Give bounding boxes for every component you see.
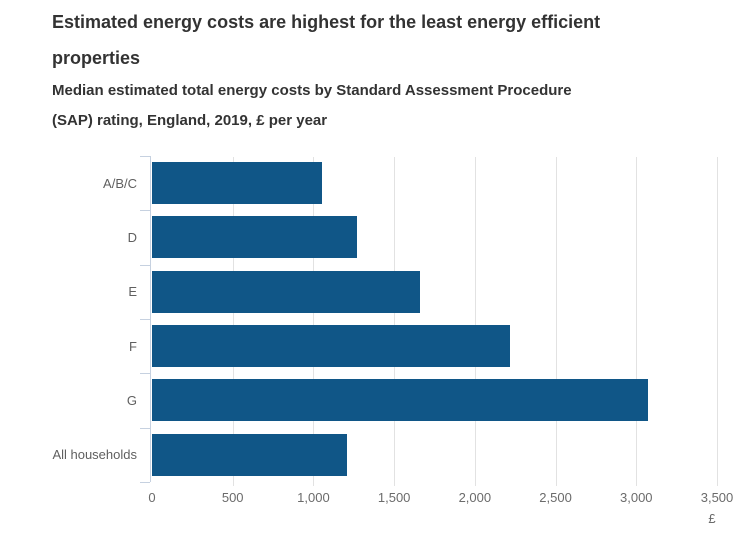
band-d: D <box>128 210 717 264</box>
gridline-3,500 <box>717 157 718 486</box>
chart-title-line-2: properties <box>52 48 141 68</box>
plot-area: £ 0 500 1,000 1,500 2,000 2,500 3,000 3,500 A/B/… <box>52 156 733 526</box>
chart-subtitle: Median estimated total energy costs by S… <box>52 76 572 136</box>
bar-all-households <box>152 433 348 476</box>
bar-d <box>152 216 357 259</box>
y-axis-tick <box>140 373 150 375</box>
category-label-d: D <box>127 229 137 245</box>
y-axis-tick <box>140 210 150 212</box>
x-tick-label-0: 0 <box>148 490 156 505</box>
band-e: E <box>128 265 717 319</box>
gridline-2,500 <box>555 157 557 486</box>
chart-title: Estimated energy costs are highest for t… <box>52 4 600 76</box>
x-tick-label-3,500: 3,500 <box>700 490 734 505</box>
category-label-f: F <box>129 338 137 354</box>
bar-g <box>152 379 648 422</box>
y-axis-tick <box>140 427 150 429</box>
x-tick-label-2,000: 2,000 <box>458 490 492 505</box>
x-tick-label-500: 500 <box>221 490 244 505</box>
band-all-households: All households <box>52 428 717 482</box>
x-axis-unit-label: £ <box>708 511 716 526</box>
gridline-2,000 <box>474 157 476 486</box>
y-axis-line <box>150 156 151 482</box>
x-tick-label-2,500: 2,500 <box>539 490 572 505</box>
category-label-all-households: All households <box>52 447 137 463</box>
chart-subtitle-line-1: Median estimated total energy costs by S… <box>52 82 572 99</box>
y-axis-tick <box>140 319 150 320</box>
y-axis-tick <box>140 264 150 266</box>
category-label-g: G <box>126 392 137 408</box>
chart-title-line-1: Estimated energy costs are highest for t… <box>52 12 601 32</box>
bar-e <box>152 270 420 313</box>
bar-f <box>152 325 511 367</box>
gridline-1,500 <box>394 157 396 486</box>
band-a-b-c: A/B/C <box>103 156 717 210</box>
bar-a-b-c <box>152 162 322 204</box>
band-g: G <box>127 373 717 427</box>
category-label-e: E <box>128 284 137 300</box>
chart-subtitle-line-2: (SAP) rating, England, 2019, £ per year <box>52 112 328 129</box>
x-tick-label-3,000: 3,000 <box>620 490 653 505</box>
x-tick-label-1,000: 1,000 <box>297 490 330 505</box>
y-axis-tick <box>140 482 150 483</box>
category-label-a-b-c: A/B/C <box>103 175 137 191</box>
x-tick-label-1,500: 1,500 <box>377 490 411 505</box>
band-f: F <box>129 319 717 373</box>
gridline-3,000 <box>636 157 638 486</box>
y-axis-tick <box>140 156 150 157</box>
gridline-1,000 <box>313 157 315 486</box>
gridline-500 <box>232 157 234 486</box>
